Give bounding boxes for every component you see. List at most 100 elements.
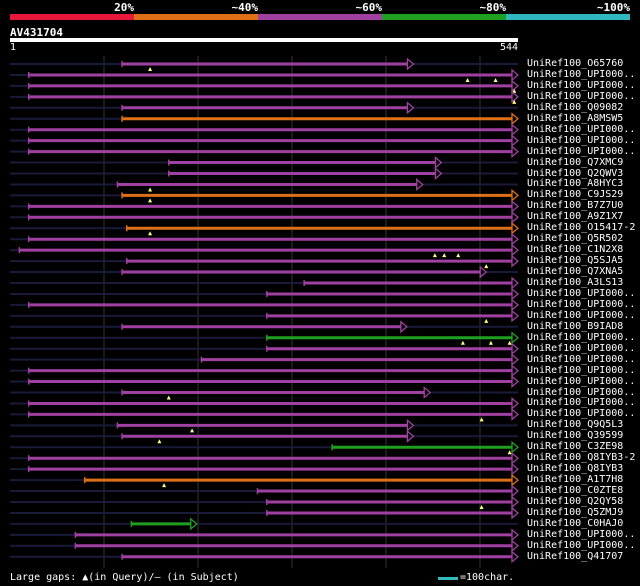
legend-label-100: ~100% [596, 1, 630, 14]
hit-label[interactable]: UniRef100_B9IAD8 [527, 320, 624, 332]
legend-swatch-60 [258, 14, 382, 20]
hit-label[interactable]: UniRef100_UPI000.. [527, 397, 636, 409]
hit-label[interactable]: UniRef100_UPI000.. [527, 386, 636, 398]
hit-label[interactable]: UniRef100_C0ZTE8 [527, 485, 624, 497]
hit-label[interactable]: UniRef100_UPI000.. [527, 298, 636, 310]
hit-label[interactable]: UniRef100_A8HYC3 [527, 178, 624, 190]
hit-label[interactable]: UniRef100_A3LS13 [527, 277, 624, 288]
legend-swatch-80 [382, 14, 506, 20]
hit-label[interactable]: UniRef100_A9Z1X7 [527, 211, 624, 223]
hit-label[interactable]: UniRef100_Q7XMC9 [527, 156, 624, 168]
hit-arrow-icon [511, 353, 520, 367]
hit-label[interactable]: UniRef100_Q2QY58 [527, 496, 624, 507]
hit-label[interactable]: UniRef100_UPI000.. [527, 134, 636, 146]
query-gap-marker [148, 67, 153, 71]
query-gap-marker [148, 231, 153, 236]
hit-arrow-icon [511, 364, 520, 377]
query-ruler [10, 38, 518, 42]
hit-arrow-icon [511, 440, 520, 454]
hit-arrow-icon [511, 309, 520, 323]
hit-arrow-icon [511, 331, 520, 345]
query-gap-marker [166, 395, 171, 400]
query-gap-marker [512, 88, 517, 93]
hit-arrow-icon [511, 79, 520, 93]
hit-arrow-icon [511, 232, 520, 246]
hit-label[interactable]: UniRef100_Q5R502 [527, 233, 624, 245]
hit-label[interactable]: UniRef100_Q39599 [527, 430, 624, 442]
hit-arrow-icon [190, 517, 198, 531]
hit-label[interactable]: UniRef100_C9JS29 [527, 189, 624, 201]
hit-label[interactable]: UniRef100_UPI000.. [527, 539, 636, 551]
hit-arrow-icon [511, 134, 520, 148]
hit-arrow-icon [511, 68, 520, 82]
hit-label[interactable]: UniRef100_UPI000.. [527, 342, 636, 354]
legend-swatch-40 [134, 14, 258, 20]
hit-label[interactable]: UniRef100_Q2QWV3 [527, 167, 624, 179]
scale-label: =100char. [460, 572, 515, 583]
query-gap-marker [479, 417, 484, 422]
hit-label[interactable]: UniRef100_UPI000.. [527, 90, 636, 102]
hit-arrow-icon [511, 539, 520, 553]
hit-arrow-icon [511, 506, 520, 520]
query-gap-marker [484, 264, 489, 269]
hit-label[interactable]: UniRef100_UPI000.. [527, 123, 636, 135]
hit-label[interactable]: UniRef100_Q5ZMJ9 [527, 506, 624, 518]
query-gap-marker [479, 505, 484, 509]
hit-label[interactable]: UniRef100_UPI000.. [527, 79, 636, 91]
hit-label[interactable]: UniRef100_UPI000.. [527, 353, 636, 365]
hit-arrow-icon [511, 199, 520, 213]
hit-arrow-icon [479, 265, 488, 279]
hit-label[interactable]: UniRef100_Q8IYB3-2 [527, 452, 636, 464]
hit-label[interactable]: UniRef100_A8MSW5 [527, 112, 624, 124]
hit-arrow-icon [400, 320, 408, 334]
query-gap-marker [432, 253, 437, 258]
query-gap-marker [507, 340, 512, 345]
hit-arrow-icon [423, 386, 432, 399]
hit-label[interactable]: UniRef100_UPI000.. [527, 287, 636, 299]
hit-label[interactable]: UniRef100_O15417-2 [527, 222, 636, 234]
hit-label[interactable]: UniRef100_Q5SJA5 [527, 255, 624, 267]
query-start-tick: 1 [10, 42, 17, 53]
hit-arrow-icon [511, 123, 520, 137]
legend-label-80: ~80% [479, 1, 507, 14]
hit-label[interactable]: UniRef100_A1T7H8 [527, 474, 624, 486]
query-gap-marker [493, 77, 498, 82]
hit-arrow-icon [511, 408, 520, 421]
hit-label[interactable]: UniRef100_UPI000.. [527, 68, 636, 80]
hit-arrow-icon [511, 221, 520, 235]
hit-arrow-icon [511, 276, 520, 290]
legend-label-40: ~40% [231, 1, 259, 14]
legend-swatch-20 [10, 14, 134, 20]
hit-label[interactable]: UniRef100_Q41707 [527, 550, 624, 562]
hit-label[interactable]: UniRef100_Q8IYB3 [527, 463, 624, 475]
legend-swatch-100 [506, 14, 630, 20]
hit-arrow-icon [511, 462, 520, 476]
hit-arrow-icon [511, 473, 520, 487]
legend-label-60: ~60% [355, 1, 383, 14]
hit-label[interactable]: UniRef100_O65760 [527, 58, 624, 69]
hit-arrow-icon [511, 287, 520, 301]
hit-label[interactable]: UniRef100_Q09082 [527, 101, 624, 113]
hit-arrow-icon [511, 112, 520, 126]
hit-arrow-icon [511, 484, 520, 498]
legend-label-20: 20% [114, 1, 134, 14]
hit-label[interactable]: UniRef100_C1N2X8 [527, 244, 624, 256]
hit-label[interactable]: UniRef100_C3ZE98 [527, 441, 624, 453]
hit-label[interactable]: UniRef100_UPI000.. [527, 375, 636, 387]
hit-arrow-icon [406, 418, 415, 432]
hit-label[interactable]: UniRef100_UPI000.. [527, 309, 636, 321]
hit-label[interactable]: UniRef100_Q7XNA5 [527, 266, 624, 278]
hit-label[interactable]: UniRef100_UPI000.. [527, 408, 636, 420]
hit-label[interactable]: UniRef100_UPI000.. [527, 331, 636, 343]
hit-label[interactable]: UniRef100_Q9Q5L3 [527, 419, 624, 431]
hit-label[interactable]: UniRef100_C0HAJ0 [527, 517, 624, 529]
hit-label[interactable]: UniRef100_B7Z7U0 [527, 200, 624, 212]
query-gap-marker [456, 253, 461, 258]
hit-arrow-icon [511, 495, 520, 509]
query-gap-marker [190, 428, 195, 433]
hit-arrow-icon [511, 145, 520, 158]
hit-label[interactable]: UniRef100_UPI000.. [527, 145, 636, 157]
hit-arrow-icon [511, 298, 520, 312]
hit-label[interactable]: UniRef100_UPI000.. [527, 528, 636, 540]
hit-label[interactable]: UniRef100_UPI000.. [527, 364, 636, 376]
